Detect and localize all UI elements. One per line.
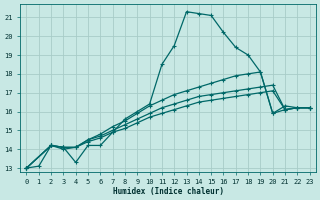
- X-axis label: Humidex (Indice chaleur): Humidex (Indice chaleur): [113, 187, 224, 196]
